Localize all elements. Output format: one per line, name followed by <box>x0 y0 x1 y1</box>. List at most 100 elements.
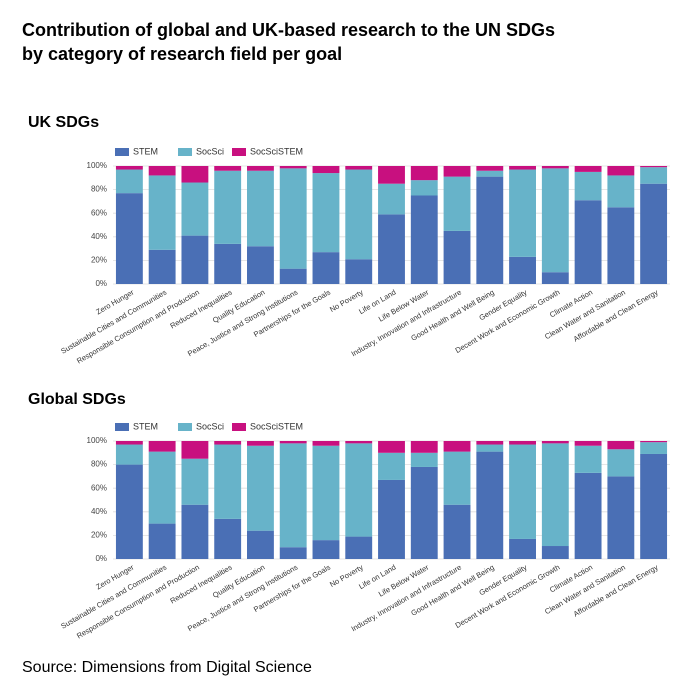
bar-segment <box>115 169 143 194</box>
bar-segment <box>279 168 307 269</box>
bar-segment <box>247 166 274 171</box>
y-tick-label: 20% <box>91 531 107 540</box>
legend-label: SocSci <box>196 421 224 431</box>
bar-segment <box>476 166 504 171</box>
bar-segment <box>214 441 242 445</box>
bar-segment <box>148 166 176 176</box>
bar-segment <box>312 173 340 253</box>
bar-segment <box>574 171 602 201</box>
bar-segment <box>378 183 405 215</box>
y-tick-label: 100% <box>87 161 107 170</box>
bar-segment <box>509 166 536 170</box>
bar-segment <box>279 166 307 169</box>
legend-swatch <box>178 148 192 156</box>
bar-segment <box>378 214 405 284</box>
y-tick-label: 100% <box>87 436 107 445</box>
y-tick-label: 80% <box>91 185 107 194</box>
bar-segment <box>312 252 340 284</box>
bar-segment <box>214 444 242 519</box>
bar-segment <box>345 536 373 559</box>
bar-segment <box>640 166 668 168</box>
bar-segment <box>476 451 504 559</box>
bar-segment <box>509 256 536 284</box>
bar-segment <box>443 451 471 505</box>
bar-segment <box>574 166 602 172</box>
legend-label: SocSciSTEM <box>250 146 303 156</box>
bar-segment <box>214 243 242 284</box>
chart-subtitle: Global SDGs <box>28 391 126 408</box>
bar-segment <box>312 441 340 446</box>
bar-segment <box>148 175 176 250</box>
bar-segment <box>247 170 274 247</box>
bar-segment <box>115 166 143 170</box>
bar-segment <box>115 464 143 559</box>
y-tick-label: 60% <box>91 208 107 217</box>
bar-segment <box>279 443 307 548</box>
bar-segment <box>148 523 176 559</box>
bar-segment <box>541 443 569 547</box>
bar-segment <box>640 167 668 184</box>
bar-segment <box>247 530 274 559</box>
bar-segment <box>410 441 438 453</box>
bar-segment <box>443 504 471 559</box>
bar-segment <box>509 441 536 445</box>
bar-segment <box>476 170 504 177</box>
bar-segment <box>410 195 438 284</box>
bar-segment <box>247 441 274 446</box>
bar-segment <box>345 443 373 537</box>
bar-segment <box>181 182 209 236</box>
bar-segment <box>148 441 176 452</box>
legend-swatch <box>232 423 246 431</box>
legend-label: STEM <box>133 146 158 156</box>
bar-segment <box>279 268 307 284</box>
bar-segment <box>148 451 176 524</box>
title-line: Contribution of global and UK-based rese… <box>22 20 555 40</box>
bar-segment <box>607 207 635 284</box>
bar-segment <box>443 176 471 231</box>
bar-segment <box>181 166 209 183</box>
bar-segment <box>607 449 635 477</box>
bar-segment <box>214 166 242 171</box>
bar-segment <box>607 476 635 559</box>
bar-segment <box>181 458 209 505</box>
bar-segment <box>541 168 569 273</box>
bar-segment <box>607 441 635 450</box>
bar-segment <box>181 504 209 559</box>
y-tick-label: 20% <box>91 256 107 265</box>
bar-segment <box>541 546 569 559</box>
bar-segment <box>541 441 569 444</box>
y-tick-label: 40% <box>91 507 107 516</box>
bar-segment <box>181 441 209 459</box>
bar-segment <box>181 235 209 284</box>
bar-segment <box>312 445 340 541</box>
bar-segment <box>378 441 405 453</box>
legend-label: SocSci <box>196 146 224 156</box>
bar-segment <box>410 452 438 467</box>
bar-segment <box>607 166 635 176</box>
bar-segment <box>541 166 569 169</box>
bar-segment <box>574 441 602 446</box>
y-tick-label: 60% <box>91 483 107 492</box>
bar-segment <box>443 166 471 177</box>
bar-segment <box>345 169 373 260</box>
bar-segment <box>115 441 143 445</box>
bar-segment <box>574 200 602 284</box>
bar-segment <box>607 175 635 208</box>
bar-segment <box>443 230 471 284</box>
bar-segment <box>378 166 405 184</box>
bar-segment <box>115 193 143 284</box>
bar-segment <box>509 169 536 257</box>
bar-segment <box>115 444 143 465</box>
bar-segment <box>640 183 668 284</box>
bar-segment <box>214 170 242 244</box>
bar-segment <box>312 166 340 174</box>
legend-swatch <box>115 423 129 431</box>
bar-segment <box>345 166 373 170</box>
legend-swatch <box>178 423 192 431</box>
bar-segment <box>476 444 504 452</box>
bar-segment <box>443 441 471 452</box>
bar-segment <box>345 441 373 444</box>
bar-segment <box>410 166 438 181</box>
